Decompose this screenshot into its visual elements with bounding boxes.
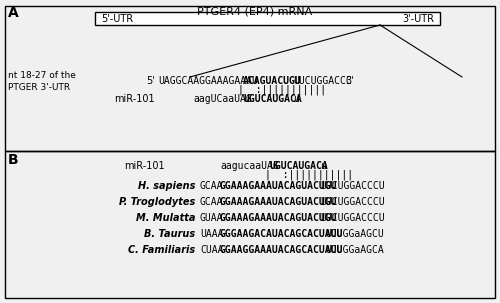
- Text: P. Troglodytes: P. Troglodytes: [119, 197, 195, 207]
- Text: UCUGGaAGCU: UCUGGaAGCU: [325, 229, 384, 239]
- Text: UGUCAUGACA: UGUCAUGACA: [270, 161, 329, 171]
- Text: 3'-UTR: 3'-UTR: [402, 14, 434, 24]
- Text: B: B: [8, 153, 18, 167]
- Text: |  :|||||||||||: | :|||||||||||: [238, 85, 326, 95]
- Text: 5': 5': [146, 76, 155, 86]
- Text: C. Familiaris: C. Familiaris: [128, 245, 195, 255]
- Text: GGAAAGAAAUACAGUACUGU: GGAAAGAAAUACAGUACUGU: [220, 197, 338, 207]
- Text: B. Taurus: B. Taurus: [144, 229, 195, 239]
- Text: miR-101: miR-101: [124, 161, 165, 171]
- Text: miR-101: miR-101: [114, 94, 155, 104]
- Text: 5'-UTR: 5'-UTR: [101, 14, 133, 24]
- Text: GGAAAGAAAUACAGUACUGU: GGAAAGAAAUACAGUACUGU: [220, 181, 338, 191]
- Text: M. Mulatta: M. Mulatta: [136, 213, 195, 223]
- Text: UUCUGGACCCU: UUCUGGACCCU: [320, 181, 384, 191]
- Text: UAGGCAAGGAAAGAAAU: UAGGCAAGGAAAGAAAU: [158, 76, 258, 86]
- Text: UCUGGaAGCA: UCUGGaAGCA: [325, 245, 384, 255]
- Text: ACAGUACUGU: ACAGUACUGU: [243, 76, 302, 86]
- Text: GCAA: GCAA: [200, 181, 224, 191]
- Bar: [95, 12, 440, 25]
- Text: H. sapiens: H. sapiens: [138, 181, 195, 191]
- Text: A: A: [8, 6, 19, 20]
- Text: CUAA: CUAA: [200, 245, 224, 255]
- Text: 3': 3': [345, 76, 354, 86]
- Text: u: u: [293, 94, 299, 104]
- Text: GGGAAGACAUACAGCACUAUU: GGGAAGACAUACAGCACUAUU: [220, 229, 344, 239]
- Text: aagUCaaUAG: aagUCaaUAG: [193, 94, 252, 104]
- Bar: [5, 151, 495, 298]
- Text: GGAAGGAAAUACAGCACUAUU: GGAAGGAAAUACAGCACUAUU: [220, 245, 344, 255]
- Text: UUCUGGACCCU: UUCUGGACCCU: [320, 197, 384, 207]
- Text: UUCUGGACCCU: UUCUGGACCCU: [320, 213, 384, 223]
- Text: UUCUGGACCC: UUCUGGACCC: [293, 76, 352, 86]
- Text: GUAA: GUAA: [200, 213, 224, 223]
- Text: GGAAAGAAAUACAGUACUGU: GGAAAGAAAUACAGUACUGU: [220, 213, 338, 223]
- Text: nt 18-27 of the
PTGER 3'-UTR: nt 18-27 of the PTGER 3'-UTR: [8, 71, 76, 92]
- Text: UGUCAUGACA: UGUCAUGACA: [243, 94, 302, 104]
- Text: GCAA: GCAA: [200, 197, 224, 207]
- Text: PTGER4 (EP4) mRNA: PTGER4 (EP4) mRNA: [198, 6, 312, 16]
- Bar: [5, 6, 495, 151]
- Text: u: u: [320, 161, 326, 171]
- Text: |  :|||||||||||: | :|||||||||||: [265, 170, 353, 180]
- Text: aagucaaUAG: aagucaaUAG: [220, 161, 279, 171]
- Text: UAAA: UAAA: [200, 229, 224, 239]
